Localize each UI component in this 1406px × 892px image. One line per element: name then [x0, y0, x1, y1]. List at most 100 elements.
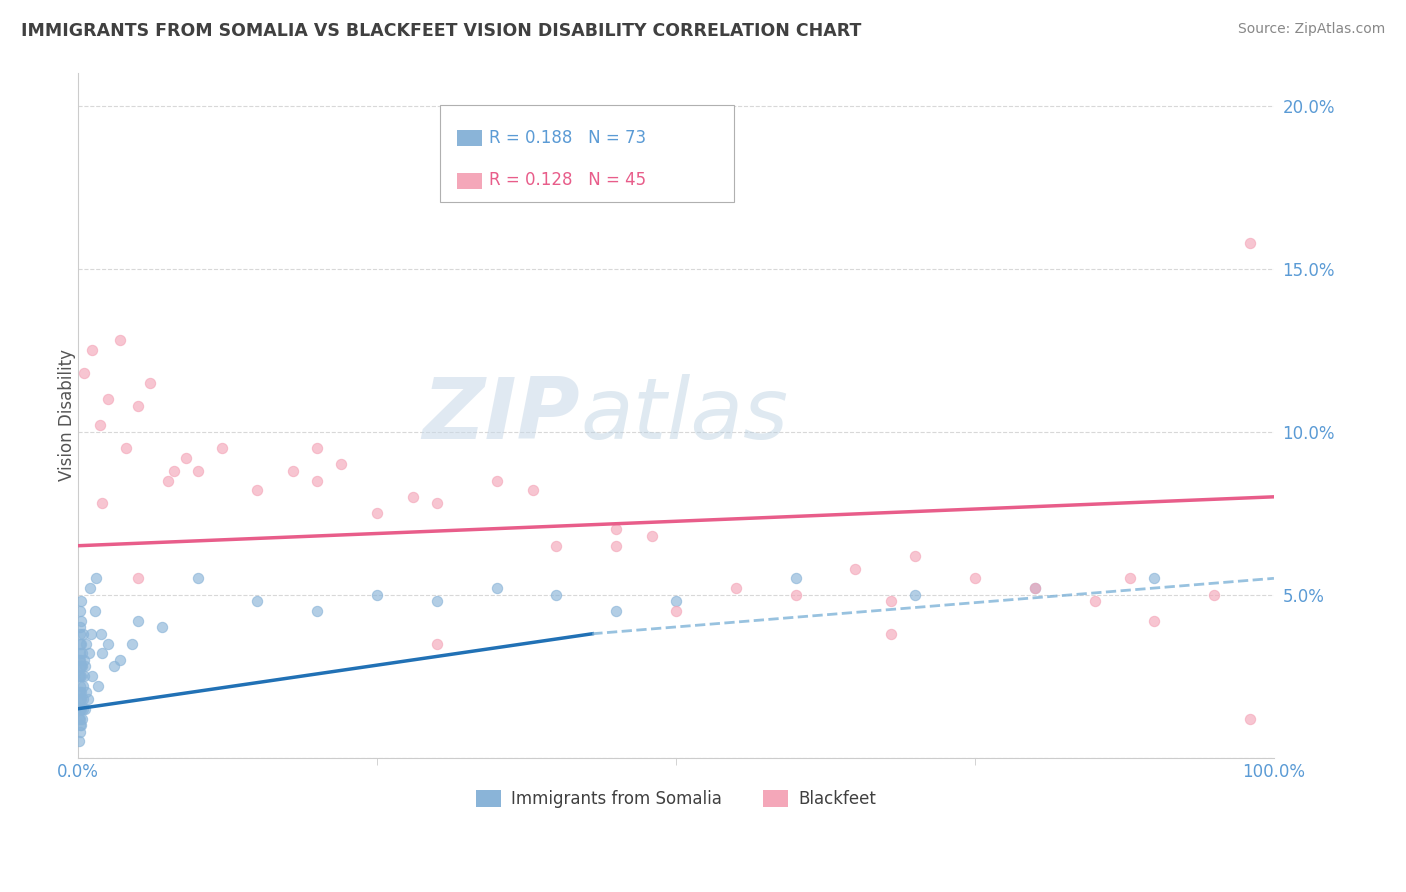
- Point: [80, 626, 103, 640]
- Point: [97, 392, 120, 406]
- Point: [69, 718, 91, 732]
- Point: [605, 604, 627, 618]
- Point: [1143, 614, 1166, 628]
- Point: [69, 669, 91, 683]
- Point: [880, 594, 903, 608]
- Point: [150, 620, 173, 634]
- Point: [127, 614, 149, 628]
- Point: [69, 659, 91, 673]
- Point: [307, 474, 329, 488]
- Point: [187, 571, 209, 585]
- Point: [67, 685, 90, 699]
- Point: [904, 549, 927, 563]
- Point: [605, 539, 627, 553]
- Point: [84, 571, 107, 585]
- Point: [70, 636, 93, 650]
- Point: [67, 669, 90, 683]
- Point: [156, 474, 179, 488]
- Point: [69, 636, 91, 650]
- Point: [426, 594, 449, 608]
- Point: [211, 441, 233, 455]
- Point: [82, 669, 104, 683]
- Point: [69, 604, 91, 618]
- Point: [844, 561, 866, 575]
- Point: [108, 334, 131, 348]
- Point: [67, 712, 90, 726]
- Point: [163, 464, 186, 478]
- Point: [69, 659, 91, 673]
- Point: [880, 626, 903, 640]
- Text: R = 0.128   N = 45: R = 0.128 N = 45: [489, 171, 647, 189]
- Point: [641, 529, 664, 543]
- Point: [69, 685, 91, 699]
- Point: [69, 702, 91, 716]
- Point: [665, 594, 688, 608]
- Point: [115, 441, 138, 455]
- Point: [1143, 571, 1166, 585]
- Point: [70, 712, 93, 726]
- Point: [91, 496, 114, 510]
- Point: [546, 588, 568, 602]
- Point: [1239, 712, 1261, 726]
- Point: [79, 581, 101, 595]
- Point: [67, 692, 90, 706]
- Point: [1239, 235, 1261, 250]
- Point: [76, 685, 98, 699]
- Point: [70, 594, 93, 608]
- Point: [69, 692, 91, 706]
- Point: [73, 702, 96, 716]
- Point: [69, 679, 91, 693]
- Point: [69, 614, 91, 628]
- Point: [103, 659, 125, 673]
- Point: [904, 588, 927, 602]
- Point: [69, 626, 91, 640]
- Point: [76, 692, 98, 706]
- Point: [70, 692, 93, 706]
- Point: [72, 692, 94, 706]
- Point: [546, 539, 568, 553]
- Point: [73, 653, 96, 667]
- Point: [73, 366, 96, 380]
- Point: [75, 636, 97, 650]
- Point: [67, 653, 90, 667]
- Point: [70, 646, 93, 660]
- Point: [108, 653, 131, 667]
- Point: [72, 659, 94, 673]
- Point: [70, 669, 93, 683]
- Point: [90, 626, 112, 640]
- Point: [87, 679, 110, 693]
- Point: [69, 712, 91, 726]
- Point: [1083, 594, 1105, 608]
- Point: [67, 702, 90, 716]
- Point: [69, 702, 91, 716]
- Point: [1024, 581, 1046, 595]
- Point: [283, 464, 305, 478]
- Point: [75, 659, 97, 673]
- Point: [127, 399, 149, 413]
- Point: [77, 646, 100, 660]
- Point: [139, 376, 162, 390]
- Point: [724, 581, 747, 595]
- Point: [70, 685, 93, 699]
- Point: [963, 571, 986, 585]
- Point: [426, 636, 449, 650]
- Point: [522, 483, 544, 498]
- Point: [785, 571, 807, 585]
- Point: [307, 441, 329, 455]
- Point: [246, 483, 269, 498]
- Legend: Immigrants from Somalia, Blackfeet: Immigrants from Somalia, Blackfeet: [470, 783, 883, 814]
- Point: [1024, 581, 1046, 595]
- Point: [127, 571, 149, 585]
- Point: [72, 702, 94, 716]
- Point: [485, 474, 508, 488]
- Text: IMMIGRANTS FROM SOMALIA VS BLACKFEET VISION DISABILITY CORRELATION CHART: IMMIGRANTS FROM SOMALIA VS BLACKFEET VIS…: [21, 22, 862, 40]
- Point: [330, 457, 353, 471]
- Point: [69, 724, 91, 739]
- Point: [89, 418, 111, 433]
- Text: ZIP: ZIP: [423, 374, 581, 457]
- Text: Source: ZipAtlas.com: Source: ZipAtlas.com: [1237, 22, 1385, 37]
- Point: [97, 636, 120, 650]
- Point: [1119, 571, 1142, 585]
- Point: [426, 496, 449, 510]
- Point: [69, 620, 91, 634]
